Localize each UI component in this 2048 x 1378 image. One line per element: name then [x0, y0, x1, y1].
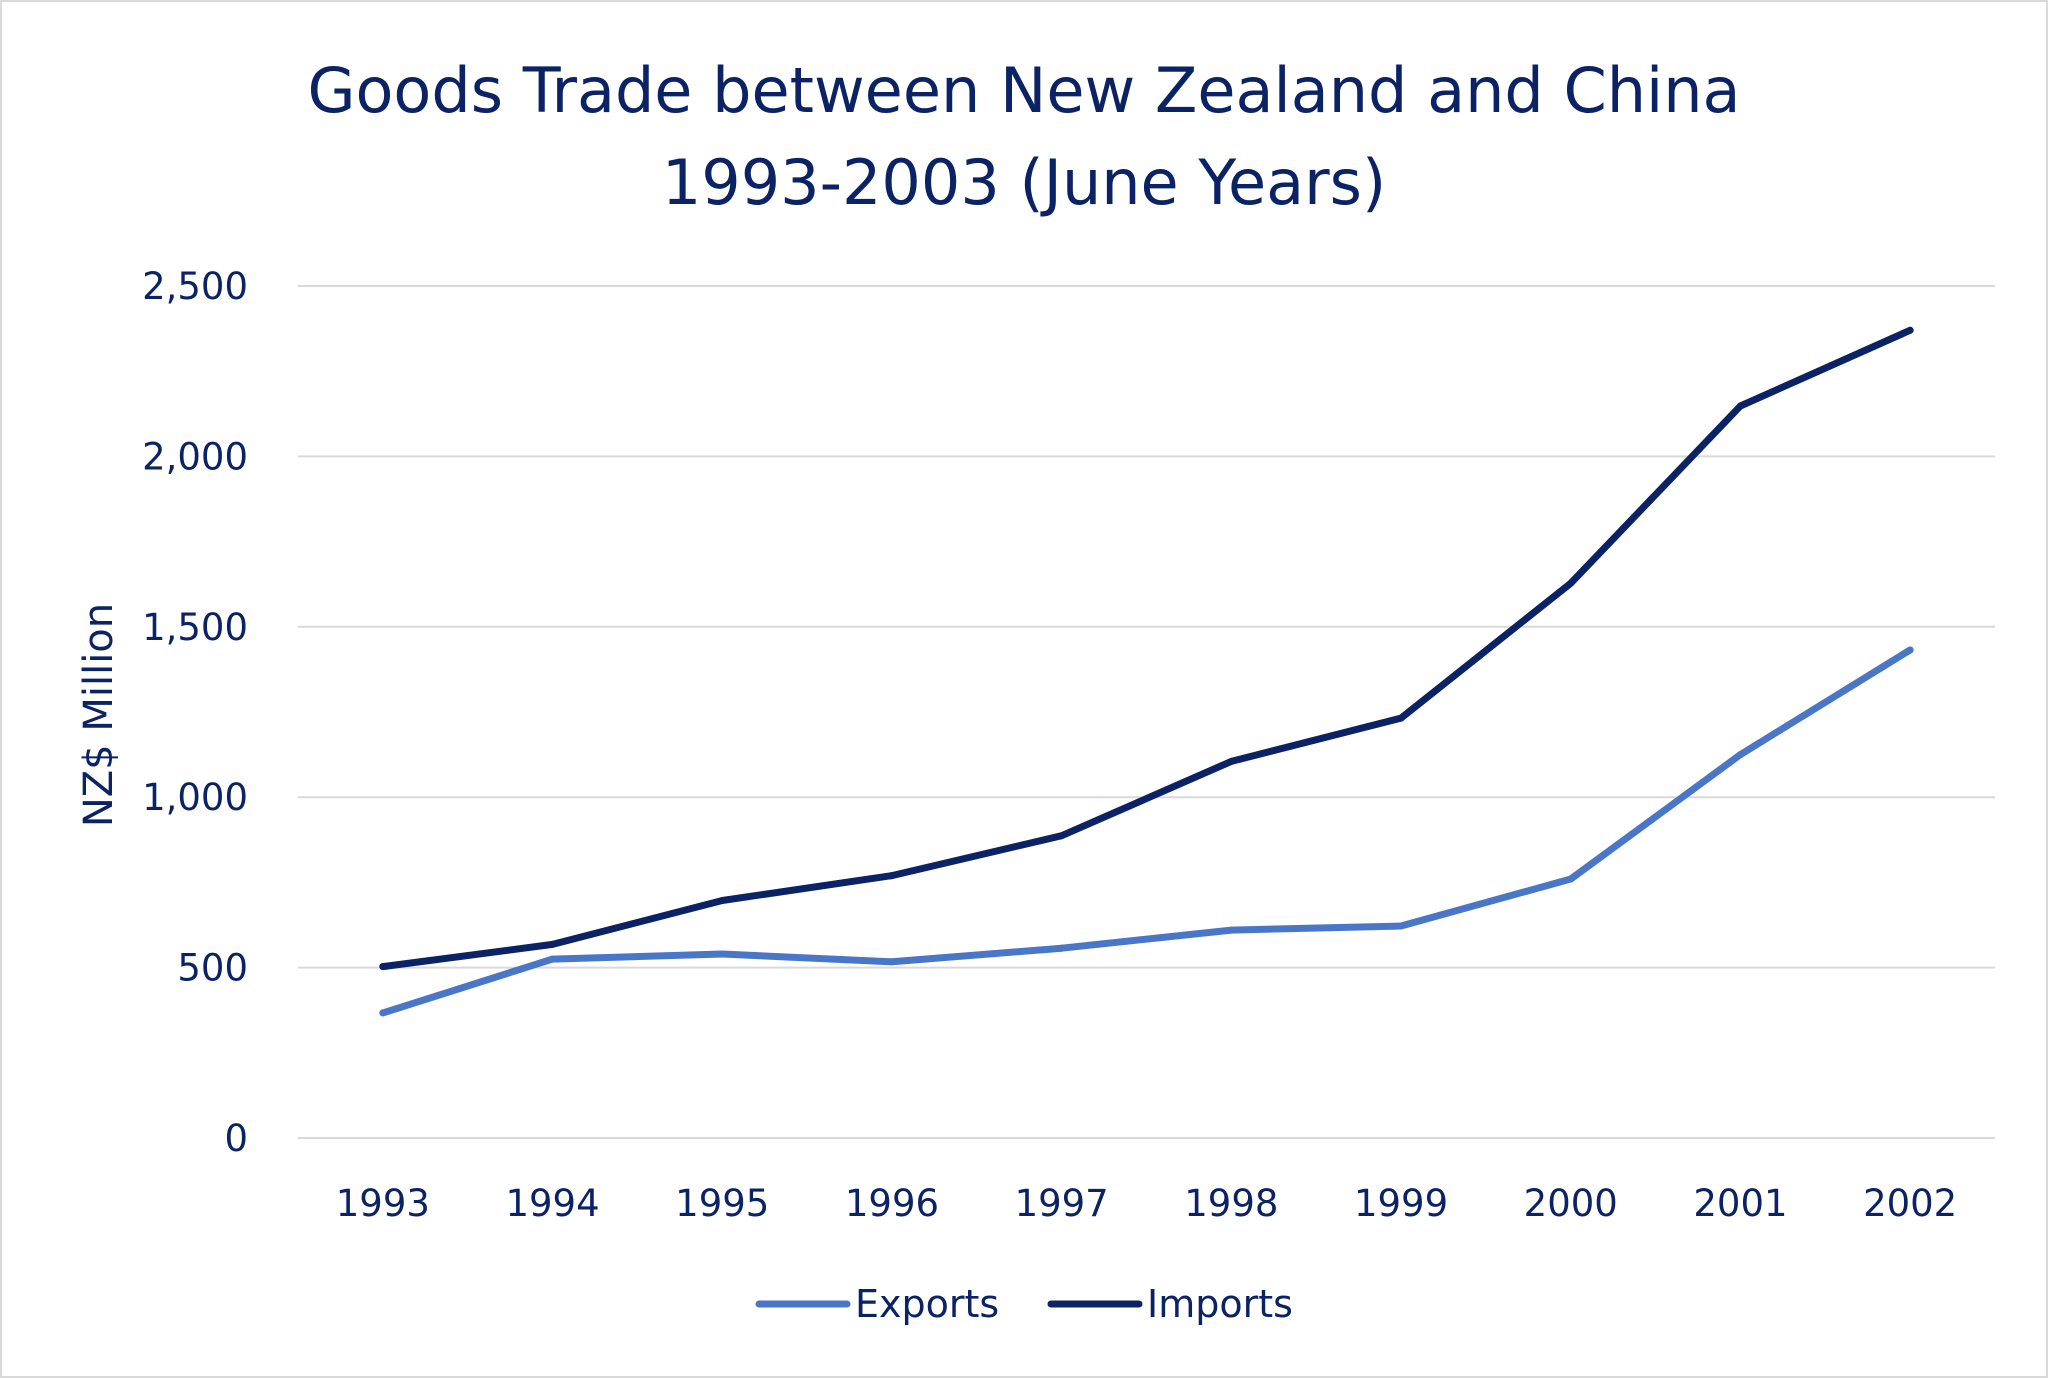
x-tick-label: 2000 [1524, 1182, 1618, 1225]
imports-point [549, 940, 557, 948]
exports-point [1567, 875, 1575, 883]
chart-title: Goods Trade between New Zealand and Chin… [307, 54, 1740, 219]
exports-point [379, 1009, 387, 1017]
x-tick-label: 1994 [505, 1182, 599, 1225]
y-tick-label: 2,500 [142, 265, 248, 308]
exports-point [1227, 926, 1235, 934]
y-tick-label: 1,000 [142, 776, 248, 819]
x-tick-label: 2001 [1693, 1182, 1787, 1225]
x-tick-label: 1995 [675, 1182, 769, 1225]
y-tick-label: 1,500 [142, 606, 248, 649]
imports-point [1567, 579, 1575, 587]
imports-point [1058, 832, 1066, 840]
exports-point [549, 955, 557, 963]
y-tick-label: 2,000 [142, 435, 248, 478]
y-tick-label: 500 [177, 947, 248, 990]
exports-point [718, 950, 726, 958]
x-axis-ticks: 1993 1994 1995 1996 1997 1998 1999 2000 2001 2002 [336, 1182, 1957, 1225]
series-lines [379, 326, 1914, 1017]
imports-point [1397, 714, 1405, 722]
gridlines [298, 285, 1995, 1139]
imports-point [888, 872, 896, 880]
chart-title-line-1: Goods Trade between New Zealand and Chin… [307, 54, 1740, 127]
exports-line [379, 646, 1914, 1017]
x-tick-label: 1996 [845, 1182, 939, 1225]
imports-point [1736, 402, 1744, 410]
chart-title-line-2: 1993-2003 (June Years) [662, 146, 1386, 219]
x-tick-label: 1993 [336, 1182, 430, 1225]
exports-point [1906, 646, 1914, 654]
legend-label-exports: Exports [855, 1282, 999, 1326]
x-tick-label: 1998 [1184, 1182, 1278, 1225]
x-tick-label: 2002 [1863, 1182, 1957, 1225]
y-axis-ticks: 0 500 1,000 1,500 2,000 2,500 [142, 265, 248, 1160]
imports-point [718, 896, 726, 904]
exports-point [888, 958, 896, 966]
x-tick-label: 1999 [1354, 1182, 1448, 1225]
exports-point [1397, 922, 1405, 930]
y-axis-label: NZ$ Million [76, 603, 122, 827]
imports-point [1906, 326, 1914, 334]
exports-point [1736, 751, 1744, 759]
legend: Exports Imports [755, 1282, 1293, 1326]
imports-point [1227, 757, 1235, 765]
imports-line [379, 326, 1914, 971]
exports-point [1058, 944, 1066, 952]
y-tick-label: 0 [224, 1117, 248, 1160]
imports-point [379, 963, 387, 971]
x-tick-label: 1997 [1015, 1182, 1109, 1225]
legend-label-imports: Imports [1147, 1282, 1293, 1326]
